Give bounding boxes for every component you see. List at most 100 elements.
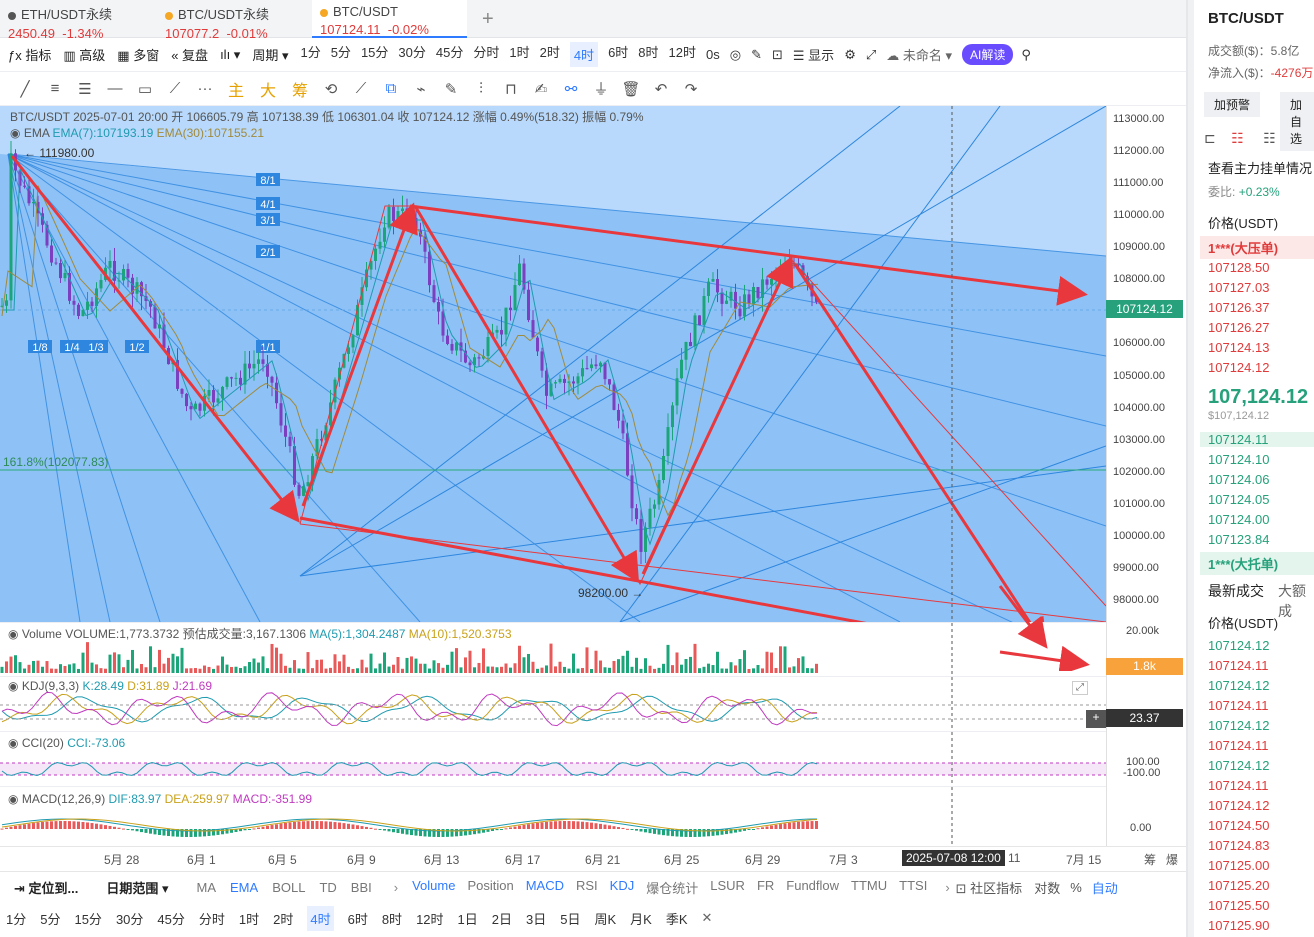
add-pane-icon[interactable]: + [1086,710,1106,728]
see-orders-link[interactable]: 查看主力挂单情况 [1208,161,1313,176]
chip-button[interactable]: 筹 [291,82,308,100]
main-force-button[interactable]: 主 [227,82,244,100]
sub-indicator-爆仓统计[interactable]: 爆仓统计 [646,881,699,896]
indicator-button[interactable]: ƒx 指标 [8,48,52,63]
sub-indicator-macd[interactable]: MACD [525,878,564,893]
eye-icon[interactable]: ◉ [8,679,19,693]
bottom-timeframe-3日[interactable]: 3日 [526,911,547,927]
timeframe-8时[interactable]: 8时 [638,45,659,60]
community-button[interactable]: ⊡ 社区指标 [955,881,1023,896]
bottom-timeframe-2时[interactable]: 2时 [273,911,294,927]
pen-icon[interactable]: ✎ [751,46,762,62]
share-icon[interactable]: ⚲ [1021,46,1031,62]
volume-pane[interactable]: ◉ Volume VOLUME:1,773.3732 预估成交量:3,167.1… [0,622,1106,677]
timeframe-45分[interactable]: 45分 [435,45,464,60]
bottom-timeframe-1时[interactable]: 1时 [238,911,260,927]
multi-window-button[interactable]: ▦ 多窗 [117,48,160,63]
eye-icon[interactable]: ◉ [8,792,19,806]
bottom-timeframe-分时[interactable]: 分时 [198,911,225,927]
sub-indicator-volume[interactable]: Volume [412,878,456,893]
kdj-pane[interactable]: ◉ KDJ(9,3,3) K:28.49 D:31.89 J:21.69 ⤢ + [0,676,1106,732]
tab-btc-perp[interactable]: BTC/USDT永续 107077.2 -0.01% [157,0,309,41]
log-button[interactable]: 对数 [1034,881,1061,896]
channel-icon[interactable]: ≡ [50,80,60,97]
bottom-timeframe-4时[interactable]: 4时 [307,905,334,931]
display-button[interactable]: ☰ 显示 [792,48,835,63]
timeframe-4时[interactable]: 4时 [569,42,599,67]
bottom-timeframe-1日[interactable]: 1日 [457,911,478,927]
ray-icon[interactable]: ⟋ [169,80,181,97]
timeframe-6时[interactable]: 6时 [608,45,629,60]
main-indicator-boll[interactable]: BOLL [272,880,306,895]
sub-indicator-position[interactable]: Position [467,878,514,893]
cloud-save-button[interactable]: ☁ 未命名 ▾ [886,48,953,63]
timeframe-12时[interactable]: 12时 [668,45,696,60]
bottom-timeframe-6时[interactable]: 6时 [347,911,368,927]
sub-indicator-lsur[interactable]: LSUR [710,878,745,893]
more-icon[interactable]: ··· [197,80,213,97]
chevron-right-icon[interactable]: › [945,880,950,895]
link-icon[interactable]: ⚯ [564,80,578,98]
chart-type-button[interactable]: ılı ▾ [220,46,241,62]
bottom-timeframe-2日[interactable]: 2日 [491,911,512,927]
sub-indicator-fr[interactable]: FR [756,878,775,893]
bottom-timeframe-1分[interactable]: 1分 [6,911,27,927]
advanced-button[interactable]: ▥ 高级 [63,48,106,63]
big-trades-tab[interactable]: 大额成 [1278,583,1306,619]
auto-button[interactable]: 自动 [1091,881,1118,896]
lock-icon[interactable]: ⊓ [505,80,517,98]
bottom-timeframe-月K[interactable]: 月K [630,911,652,927]
bottom-timeframe-45分[interactable]: 45分 [157,911,185,927]
copy-icon[interactable]: ⧉ [385,80,397,97]
eye-icon[interactable]: ◉ [8,736,19,750]
fullscreen-icon[interactable]: ⤢ [865,46,877,62]
chart-canvas[interactable]: 8/1 4/1 3/1 2/1 1/1 1/2 1/3 1/4 1/8 [0,106,1106,622]
measure-icon[interactable]: ⟋ [355,80,367,97]
redo-icon[interactable]: ↷ [684,80,698,98]
ai-button[interactable]: AI解读 [962,44,1014,65]
timeframe-1分[interactable]: 1分 [300,45,321,60]
date-range-button[interactable]: 日期范围 ▾ [106,881,169,896]
replay-button[interactable]: « 复盘 [171,48,209,63]
percent-button[interactable]: % [1070,880,1082,895]
bottom-timeframe-5分[interactable]: 5分 [40,911,61,927]
timeframe-分时[interactable]: 分时 [473,45,500,60]
timeframe-1时[interactable]: 1时 [509,45,530,60]
watchlist-button[interactable]: 加自选 [1280,92,1314,151]
settings-icon[interactable]: ⚙ [844,46,856,62]
period-button[interactable]: 周期 ▾ [252,48,289,63]
book-mode-icon[interactable]: ⊏ ☷ ☷ [1204,130,1276,146]
sub-indicator-kdj[interactable]: KDJ [609,878,635,893]
tab-btc-spot[interactable]: BTC/USDT 107124.11 -0.02% [312,0,467,38]
undo-icon[interactable]: ↶ [654,80,668,98]
bottom-timeframe-8时[interactable]: 8时 [381,911,403,927]
latest-trades-tab[interactable]: 最新成交 [1208,583,1264,599]
magnet-icon[interactable]: ⟲ [324,80,338,98]
note-icon[interactable]: ✍ [534,80,548,98]
trendline-icon[interactable]: ╱ [20,80,30,98]
timeframe-5分[interactable]: 5分 [330,45,351,60]
timeframe-30分[interactable]: 30分 [398,45,426,60]
sub-indicator-fundflow[interactable]: Fundflow [786,878,840,893]
main-indicator-ma[interactable]: MA [196,880,217,895]
chip-toggle[interactable]: 筹 [1144,853,1157,867]
bottom-timeframe-15分[interactable]: 15分 [74,911,102,927]
sub-indicator-ttsi[interactable]: TTSI [899,878,928,893]
pattern-icon[interactable]: ⫶ [479,80,483,97]
timeframe-2时[interactable]: 2时 [539,45,560,60]
ruler-icon[interactable]: ⌁ [416,80,426,98]
alert-button[interactable]: 加预警 [1204,92,1261,117]
sub-indicator-rsi[interactable]: RSI [576,878,598,893]
close-icon[interactable]: ✕ [701,910,713,925]
bottom-timeframe-30分[interactable]: 30分 [115,911,144,927]
time-axis[interactable]: 2025-07-08 12:00 筹 爆 5月 28 6月 1 6月 5 6月 9 6月… [0,846,1186,871]
liq-toggle[interactable]: 爆 [1166,853,1179,867]
camera-icon[interactable]: ◎ [729,46,742,62]
sub-indicator-ttmu[interactable]: TTMU [851,878,888,893]
expand-icon[interactable]: ⤢ [1072,681,1088,695]
timeframe-15分[interactable]: 15分 [360,45,389,60]
hline-icon[interactable]: — [107,80,123,97]
main-indicator-ema[interactable]: EMA [230,880,259,895]
main-indicator-td[interactable]: TD [319,880,337,895]
main-indicator-bbi[interactable]: BBI [350,880,372,895]
